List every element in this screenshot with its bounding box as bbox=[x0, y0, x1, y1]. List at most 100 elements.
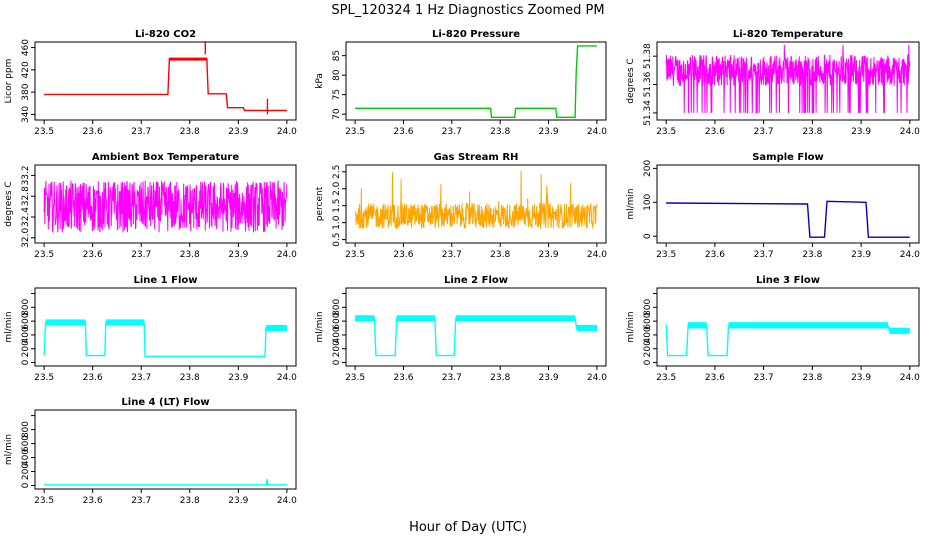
series-group bbox=[44, 42, 287, 115]
x-tick-label: 23.5 bbox=[345, 250, 365, 260]
x-tick-label: 23.5 bbox=[34, 496, 54, 506]
series-group bbox=[355, 315, 597, 357]
noise-band bbox=[105, 319, 145, 326]
x-tick-label: 23.8 bbox=[180, 250, 200, 260]
y-tick-label: 0 bbox=[21, 359, 31, 365]
x-tick-label: 23.6 bbox=[393, 250, 413, 260]
x-tick-label: 23.9 bbox=[539, 250, 559, 260]
series-line bbox=[43, 180, 288, 233]
series-group bbox=[665, 44, 911, 114]
series-line bbox=[43, 321, 287, 357]
y-tick-label: 600 bbox=[21, 435, 31, 452]
panel-title: Line 1 Flow bbox=[134, 275, 198, 286]
x-tick-label: 23.6 bbox=[705, 250, 725, 260]
plot-frame bbox=[345, 164, 607, 244]
series-group bbox=[44, 479, 287, 486]
x-tick-label: 23.6 bbox=[83, 373, 103, 383]
plot-frame bbox=[34, 287, 297, 367]
noise-band bbox=[748, 322, 888, 329]
x-tick-label: 23.7 bbox=[442, 127, 462, 137]
panel-8: Line 2 Flow 23.5 23.6 23.7 23.8 23.9 24.0 0 2004… bbox=[315, 275, 607, 383]
y-tick-label: 80 bbox=[332, 69, 342, 81]
x-tick-label: 23.8 bbox=[490, 373, 510, 383]
x-tick-label: 23.7 bbox=[442, 373, 462, 383]
plot-frame bbox=[345, 41, 607, 121]
chart-panels: Li-820 CO2 23.5 23.6 23.7 23.8 23.9 24.0 340 380… bbox=[4, 29, 920, 506]
x-tick-label: 23.7 bbox=[754, 373, 774, 383]
y-tick-label: 1.0 bbox=[332, 215, 342, 230]
x-tick-label: 23.8 bbox=[490, 250, 510, 260]
noise-band bbox=[576, 324, 597, 332]
panel-title: Line 2 Flow bbox=[444, 275, 508, 286]
x-axis-label: Hour of Day (UTC) bbox=[409, 520, 527, 535]
series-group bbox=[665, 322, 910, 357]
y-tick-label: 2.5 bbox=[332, 165, 342, 179]
x-tick-label: 23.5 bbox=[34, 250, 54, 260]
x-tick-label: 23.6 bbox=[393, 127, 413, 137]
y-axis-label: Licor ppm bbox=[4, 59, 14, 104]
series-line bbox=[666, 200, 910, 238]
x-tick-label: 23.6 bbox=[705, 373, 725, 383]
plot-frame bbox=[34, 164, 297, 244]
panel-title: Ambient Box Temperature bbox=[92, 152, 239, 163]
y-tick-label: 0 bbox=[21, 482, 31, 488]
x-tick-label: 24.0 bbox=[900, 127, 920, 137]
x-tick-label: 23.9 bbox=[539, 127, 559, 137]
panel-title: Line 3 Flow bbox=[756, 275, 820, 286]
y-tick-label: 460 bbox=[21, 39, 31, 56]
noise-band bbox=[355, 315, 375, 322]
x-tick-label: 23.5 bbox=[656, 250, 676, 260]
x-tick-label: 23.5 bbox=[345, 127, 365, 137]
y-tick-label: 0.5 bbox=[332, 232, 342, 246]
x-tick-label: 23.7 bbox=[442, 250, 462, 260]
panel-title: Gas Stream RH bbox=[434, 152, 519, 163]
x-tick-label: 24.0 bbox=[587, 250, 607, 260]
y-axis-label: percent bbox=[315, 186, 325, 221]
series-line bbox=[44, 58, 287, 112]
y-tick-label: 200 bbox=[21, 463, 31, 480]
series-line bbox=[665, 324, 910, 357]
series-line bbox=[355, 317, 597, 357]
noise-band bbox=[45, 319, 86, 326]
y-tick-label: 400 bbox=[643, 326, 653, 343]
y-tick-label: 200 bbox=[332, 340, 342, 357]
x-tick-label: 23.8 bbox=[180, 127, 200, 137]
panel-3: Li-820 Temperature 23.5 23.6 23.7 23.8 23.9 24… bbox=[626, 29, 920, 137]
x-tick-label: 23.9 bbox=[851, 373, 871, 383]
y-axis-label: ml/min bbox=[4, 311, 14, 342]
panel-title: Li-820 Temperature bbox=[733, 29, 843, 40]
x-tick-label: 23.9 bbox=[228, 127, 248, 137]
panel-title: Li-820 Pressure bbox=[432, 29, 520, 40]
y-tick-label: 200 bbox=[643, 340, 653, 357]
y-axis-label: ml/min bbox=[315, 311, 325, 342]
x-tick-label: 24.0 bbox=[277, 373, 297, 383]
y-axis-label: ml/min bbox=[626, 311, 636, 342]
panel-9: Line 3 Flow 23.5 23.6 23.7 23.8 23.9 24.0 0 2004… bbox=[626, 275, 920, 383]
y-tick-label: 800 bbox=[21, 298, 31, 315]
y-tick-label: 200 bbox=[21, 340, 31, 357]
x-tick-label: 23.5 bbox=[656, 127, 676, 137]
y-axis-label: kPa bbox=[315, 73, 325, 89]
y-tick-label: 85 bbox=[332, 50, 342, 61]
panel-2: Li-820 Pressure 23.5 23.6 23.7 23.8 23.9 24.0 7… bbox=[315, 29, 607, 137]
y-axis-label: ml/min bbox=[4, 434, 14, 465]
x-tick-label: 24.0 bbox=[277, 496, 297, 506]
series-line bbox=[354, 170, 598, 231]
y-tick-label: 800 bbox=[643, 298, 653, 315]
y-tick-label: 600 bbox=[643, 312, 653, 329]
x-tick-label: 24.0 bbox=[587, 373, 607, 383]
y-tick-label: 32.0 bbox=[21, 228, 31, 248]
x-tick-label: 23.9 bbox=[851, 127, 871, 137]
panel-1: Li-820 CO2 23.5 23.6 23.7 23.8 23.9 24.0 340 380… bbox=[4, 29, 297, 137]
y-tick-label: 2.0 bbox=[332, 181, 342, 196]
series-line bbox=[44, 479, 287, 486]
x-tick-label: 23.9 bbox=[851, 250, 871, 260]
x-tick-label: 23.5 bbox=[34, 127, 54, 137]
x-tick-label: 23.8 bbox=[490, 127, 510, 137]
panel-title: Line 4 (LT) Flow bbox=[121, 397, 209, 408]
x-tick-label: 23.7 bbox=[754, 127, 774, 137]
x-tick-label: 23.6 bbox=[83, 127, 103, 137]
series-group bbox=[43, 180, 288, 233]
y-axis-label: degrees C bbox=[4, 181, 14, 226]
y-axis-label: ml/min bbox=[626, 188, 636, 219]
